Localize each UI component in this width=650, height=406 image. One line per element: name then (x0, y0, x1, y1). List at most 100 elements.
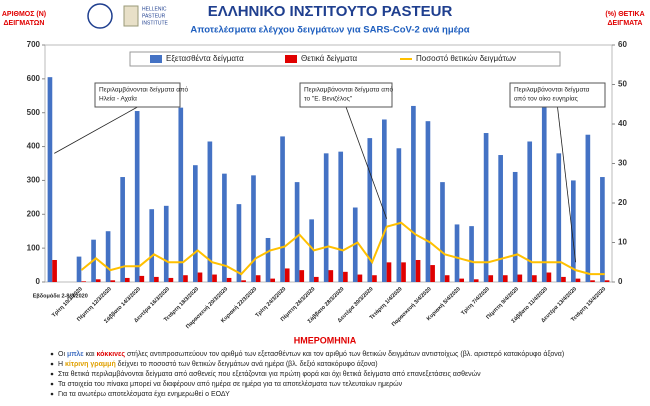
x-axis-title: ΗΜΕΡΟΜΗΝΙΑ (294, 335, 357, 345)
bar (415, 259, 421, 282)
bar (590, 280, 595, 282)
bar (585, 134, 591, 282)
note: Οι μπλε και κόκκινες στήλες αντιπροσωπεύ… (58, 350, 564, 358)
note-part: κίτρινη γραμμή (65, 361, 116, 368)
bar (367, 138, 373, 282)
y2-axis-title: ΔΕΙΓΜΑΤΑ (608, 20, 643, 27)
bullet (50, 392, 54, 396)
bar (95, 279, 101, 282)
line (80, 221, 605, 276)
bar (372, 275, 377, 282)
bar (382, 119, 387, 282)
y-tick-label: 600 (27, 74, 41, 83)
bar (154, 276, 159, 282)
bar (207, 141, 213, 282)
bar (527, 141, 533, 282)
bar (323, 153, 329, 282)
note: Τα στοιχεία του πίνακα μπορεί να διαφέρο… (58, 380, 403, 388)
y-axis-title: ΔΕΙΓΜΑΤΩΝ (4, 20, 45, 27)
note-part: δείχνει το ποσοστό των θετικών δειγμάτων… (116, 360, 378, 368)
bar (197, 272, 203, 282)
logo-circle (87, 3, 113, 29)
legend-swatch (285, 55, 297, 63)
note-part: Για τα ανωτέρω αποτελέσματα έχει ενημερω… (58, 390, 230, 398)
annotation-text: Περιλαμβάνονται δείγματα από (99, 86, 188, 94)
annotation-arrow (54, 106, 138, 154)
bar (168, 277, 174, 282)
bar (163, 205, 169, 282)
note: Η κίτρινη γραμμή δείχνει το ποσοστό των … (58, 360, 378, 368)
y-tick-label: 100 (27, 243, 41, 252)
bar (81, 281, 86, 282)
bar (425, 121, 431, 282)
bar (134, 111, 140, 283)
bar (294, 182, 300, 282)
legend-swatch (150, 55, 162, 63)
note-part: Η (58, 361, 65, 368)
legend: Εξετασθέντα δείγματα Θετικά δείγματα Ποσοσ… (129, 51, 561, 67)
bar (222, 173, 227, 282)
bullet (50, 372, 54, 376)
annotation-arrow (557, 106, 577, 263)
annotation-arrow (345, 106, 388, 219)
x-tick-label: Τρίτη 10/3/2020 (51, 286, 84, 319)
bar (575, 278, 581, 282)
bar (541, 104, 547, 282)
bar (139, 275, 145, 282)
bar (386, 262, 392, 282)
bar (546, 272, 552, 282)
bar (47, 77, 53, 283)
bar (571, 180, 576, 282)
legend-label: Ποσοστό θετικών δειγμάτων (416, 54, 516, 63)
bullet (50, 382, 54, 386)
bar (357, 274, 363, 282)
y2-axis-title: (%) ΘΕΤΙΚΑ (605, 11, 644, 18)
bar (473, 279, 479, 282)
bar (512, 171, 518, 282)
logo-emblem (123, 5, 139, 27)
bar (241, 280, 246, 282)
bar (561, 276, 566, 282)
bar (488, 275, 494, 282)
note-part: και (84, 351, 97, 358)
logo (87, 3, 139, 29)
bar (52, 259, 57, 282)
annotation-box (94, 82, 181, 108)
annotation-text: Περιλαμβάνονται δείγματα από (304, 86, 393, 94)
bar (396, 148, 402, 282)
annotation-text: Περιλαμβάνονται δείγματα (514, 86, 590, 94)
bar (454, 224, 460, 282)
bar (600, 177, 605, 282)
bar (183, 275, 188, 282)
bar (328, 270, 334, 282)
bar (284, 268, 290, 282)
bar (309, 219, 314, 282)
note-part: Στα θετικά περιλαμβάνονται δείγματα από … (58, 370, 481, 378)
bar (120, 177, 125, 282)
x-tick-label: Τρίτη 7/4/2020 (460, 286, 490, 316)
note-part: κόκκινες (96, 351, 125, 358)
bar (483, 133, 489, 282)
legend-box (129, 51, 561, 67)
bar (411, 105, 416, 282)
y-tick-label: 0 (36, 277, 41, 286)
bar (401, 262, 406, 282)
annotation-box (509, 82, 606, 108)
logo-text: HELLENIC (142, 6, 167, 12)
y2-tick-label: 60 (618, 40, 627, 49)
bar (236, 204, 242, 282)
annotation-text: το "Ε. Βενιζέλος" (304, 95, 353, 103)
annotation-box (299, 82, 393, 108)
y2-tick-label: 20 (618, 198, 627, 207)
legend-label: Θετικά δείγματα (301, 54, 358, 63)
bar (556, 153, 562, 282)
note-part: μπλε (67, 350, 84, 358)
bullet (50, 352, 54, 356)
bar (430, 265, 435, 282)
bar (498, 155, 503, 282)
bar (226, 277, 232, 282)
y2-tick-label: 10 (618, 238, 627, 247)
y-tick-label: 300 (27, 176, 41, 185)
annotation-text: από τον οίκο ευγηρίας (514, 95, 578, 103)
